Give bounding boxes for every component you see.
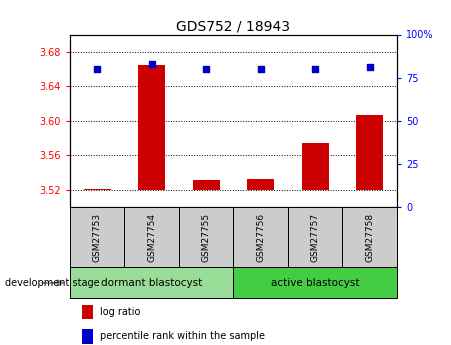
Text: GSM27755: GSM27755 xyxy=(202,213,211,262)
Text: log ratio: log ratio xyxy=(100,307,140,317)
FancyBboxPatch shape xyxy=(70,207,124,267)
Point xyxy=(366,65,373,70)
Title: GDS752 / 18943: GDS752 / 18943 xyxy=(176,19,290,33)
Bar xyxy=(83,189,111,190)
Point xyxy=(257,66,264,72)
Text: active blastocyst: active blastocyst xyxy=(271,278,359,288)
Bar xyxy=(193,180,220,190)
Text: GSM27753: GSM27753 xyxy=(92,213,101,262)
Bar xyxy=(82,305,93,319)
Point xyxy=(148,61,155,67)
Text: GSM27757: GSM27757 xyxy=(311,213,320,262)
FancyBboxPatch shape xyxy=(288,207,342,267)
Bar xyxy=(82,329,93,344)
Bar xyxy=(302,143,329,190)
Text: percentile rank within the sample: percentile rank within the sample xyxy=(100,332,265,341)
Text: GSM27754: GSM27754 xyxy=(147,213,156,262)
Bar xyxy=(138,65,165,190)
Text: GSM27756: GSM27756 xyxy=(256,213,265,262)
Text: development stage: development stage xyxy=(5,278,99,288)
FancyBboxPatch shape xyxy=(234,207,288,267)
FancyBboxPatch shape xyxy=(179,207,234,267)
FancyBboxPatch shape xyxy=(70,267,234,298)
FancyBboxPatch shape xyxy=(342,207,397,267)
Point xyxy=(202,66,210,72)
Text: GSM27758: GSM27758 xyxy=(365,213,374,262)
Bar xyxy=(356,115,383,190)
Point xyxy=(93,66,101,72)
FancyBboxPatch shape xyxy=(124,207,179,267)
FancyBboxPatch shape xyxy=(234,267,397,298)
Bar xyxy=(247,179,274,190)
Text: dormant blastocyst: dormant blastocyst xyxy=(101,278,202,288)
Point xyxy=(312,66,319,72)
